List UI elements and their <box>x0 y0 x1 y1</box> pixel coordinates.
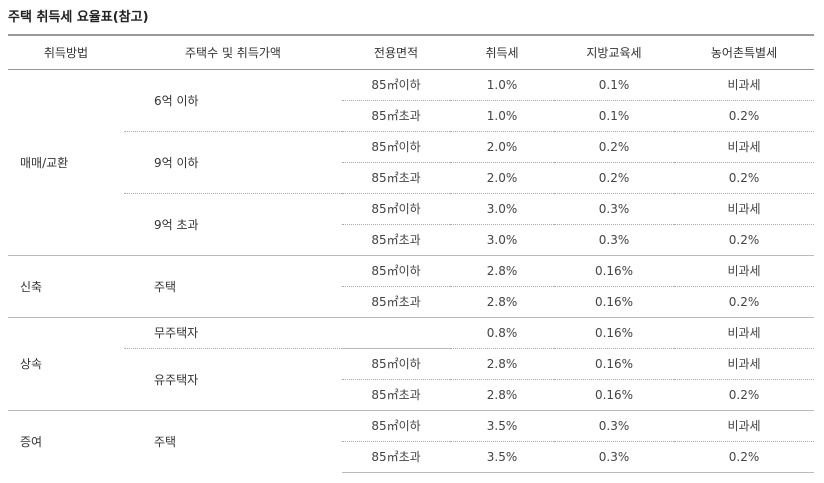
tax-cell: 3.0% <box>450 223 554 255</box>
area-cell: 85㎡이하 <box>342 254 450 286</box>
rural-cell: 비과세 <box>674 409 814 441</box>
rural-cell: 0.2% <box>674 223 814 255</box>
house-label: 주택 <box>154 434 177 449</box>
tax-cell: 2.8% <box>450 254 554 286</box>
area-cell: 85㎡초과 <box>342 378 450 410</box>
tax-cell: 1.0% <box>486 77 518 92</box>
house-cell: 무주택자 <box>124 316 342 348</box>
header-house-count-price: 주택수 및 취득가액 <box>124 34 342 70</box>
header-area: 전용면적 <box>342 34 450 70</box>
tax-cell: 2.0% <box>450 130 554 162</box>
method-cell: 신축 <box>8 254 124 317</box>
table-row: 85㎡초과 1.0% 0.1% 0.2% <box>8 99 814 131</box>
table-row: 85㎡초과 3.5% 0.3% 0.2% <box>8 440 814 473</box>
area-cell: 85㎡이하 <box>342 192 450 224</box>
edu-cell: 0.3% <box>554 192 674 224</box>
tax-cell: 2.8% <box>450 347 554 379</box>
table-header-row: 취득방법 주택수 및 취득가액 전용면적 취득세 지방교육세 농어촌특별세 <box>8 34 814 70</box>
tax-cell: 2.0% <box>450 161 554 193</box>
edu-cell: 0.16% <box>554 316 674 348</box>
table-row: 85㎡초과 3.0% 0.3% 0.2% <box>8 223 814 255</box>
rural-cell: 0.2% <box>674 285 814 317</box>
area-cell: 85㎡초과 <box>342 285 450 317</box>
header-education-tax: 지방교육세 <box>554 34 674 70</box>
edu-cell: 0.3% <box>554 223 674 255</box>
house-cell: 9억 초과 <box>124 192 342 255</box>
table-row: 85㎡초과 2.0% 0.2% 0.2% <box>8 161 814 193</box>
edu-cell: 0.1% <box>598 77 630 92</box>
edu-cell: 0.16% <box>554 378 674 410</box>
table-row: 9억 이하 85㎡이하 2.0% 0.2% 비과세 <box>8 130 814 193</box>
method-cell: 증여 <box>8 409 124 472</box>
house-label: 9억 초과 <box>154 217 199 232</box>
header-rural-tax: 농어촌특별세 <box>674 34 814 70</box>
edu-cell: 0.1% <box>554 99 674 131</box>
edu-cell: 0.16% <box>554 285 674 317</box>
area-cell: 85㎡초과 <box>342 223 450 255</box>
table-row: 85㎡초과 2.8% 0.16% 0.2% <box>8 285 814 317</box>
rural-cell: 0.2% <box>674 99 814 131</box>
method-cell: 매매/교환 <box>20 155 69 170</box>
table-row: 85㎡초과 2.8% 0.16% 0.2% <box>8 378 814 410</box>
edu-cell: 0.2% <box>554 161 674 193</box>
tax-cell: 3.0% <box>450 192 554 224</box>
tax-rate-table: 취득방법 주택수 및 취득가액 전용면적 취득세 지방교육세 농어촌특별세 매매… <box>8 34 814 473</box>
area-cell <box>342 316 450 348</box>
rural-cell: 비과세 <box>674 316 814 348</box>
house-label: 6억 이하 <box>154 93 199 108</box>
tax-cell: 3.5% <box>450 409 554 441</box>
house-label: 무주택자 <box>154 326 199 340</box>
rural-cell: 비과세 <box>674 130 814 162</box>
table-row: 매매/교환 6억 이하 85㎡이하 1.0% 0.1% 비과세 <box>8 69 814 170</box>
header-method: 취득방법 <box>8 34 124 70</box>
rural-cell: 0.2% <box>674 378 814 410</box>
header-acquisition-tax: 취득세 <box>450 34 554 70</box>
house-cell: 유주택자 <box>124 347 342 410</box>
area-cell: 85㎡초과 <box>342 161 450 193</box>
tax-cell: 2.8% <box>450 378 554 410</box>
rural-cell: 비과세 <box>674 192 814 224</box>
edu-cell: 0.16% <box>554 254 674 286</box>
table-row: 9억 초과 85㎡이하 3.0% 0.3% 비과세 <box>8 192 814 255</box>
house-label: 유주택자 <box>154 372 199 387</box>
tax-cell: 2.8% <box>450 285 554 317</box>
edu-cell: 0.3% <box>554 440 674 473</box>
table-row: 유주택자 85㎡이하 2.8% 0.16% 비과세 <box>8 347 814 410</box>
edu-cell: 0.16% <box>554 347 674 379</box>
area-cell: 85㎡이하 <box>342 347 450 379</box>
table-row: 상속 무주택자 0.8% 0.16% 비과세 <box>8 316 814 410</box>
rural-cell: 비과세 <box>674 347 814 379</box>
house-label: 주택 <box>154 279 177 294</box>
house-cell: 6억 이하 <box>124 69 342 131</box>
edu-cell: 0.2% <box>554 130 674 162</box>
table-row: 신축 주택 85㎡이하 2.8% 0.16% 비과세 <box>8 254 814 317</box>
rural-cell: 0.2% <box>674 161 814 193</box>
area-cell: 85㎡이하 <box>342 409 450 441</box>
tax-cell: 1.0% <box>450 99 554 131</box>
area-cell: 85㎡초과 <box>342 440 450 473</box>
house-cell: 주택 <box>124 409 342 472</box>
rural-cell: 비과세 <box>674 254 814 286</box>
area-cell: 85㎡이하 <box>371 78 421 92</box>
method-cell: 상속 <box>8 316 124 410</box>
edu-cell: 0.3% <box>554 409 674 441</box>
rural-cell: 비과세 <box>727 78 761 92</box>
area-cell: 85㎡이하 <box>342 130 450 162</box>
tax-cell: 3.5% <box>450 440 554 473</box>
table-row: 증여 주택 85㎡이하 3.5% 0.3% 비과세 <box>8 409 814 472</box>
house-cell: 주택 <box>124 254 342 317</box>
house-label: 9억 이하 <box>154 155 199 170</box>
page-title: 주택 취득세 요율표(참고) <box>8 10 149 25</box>
house-cell: 9억 이하 <box>124 130 342 193</box>
rural-cell: 0.2% <box>674 440 814 473</box>
tax-cell: 0.8% <box>450 316 554 348</box>
area-cell: 85㎡초과 <box>342 99 450 131</box>
